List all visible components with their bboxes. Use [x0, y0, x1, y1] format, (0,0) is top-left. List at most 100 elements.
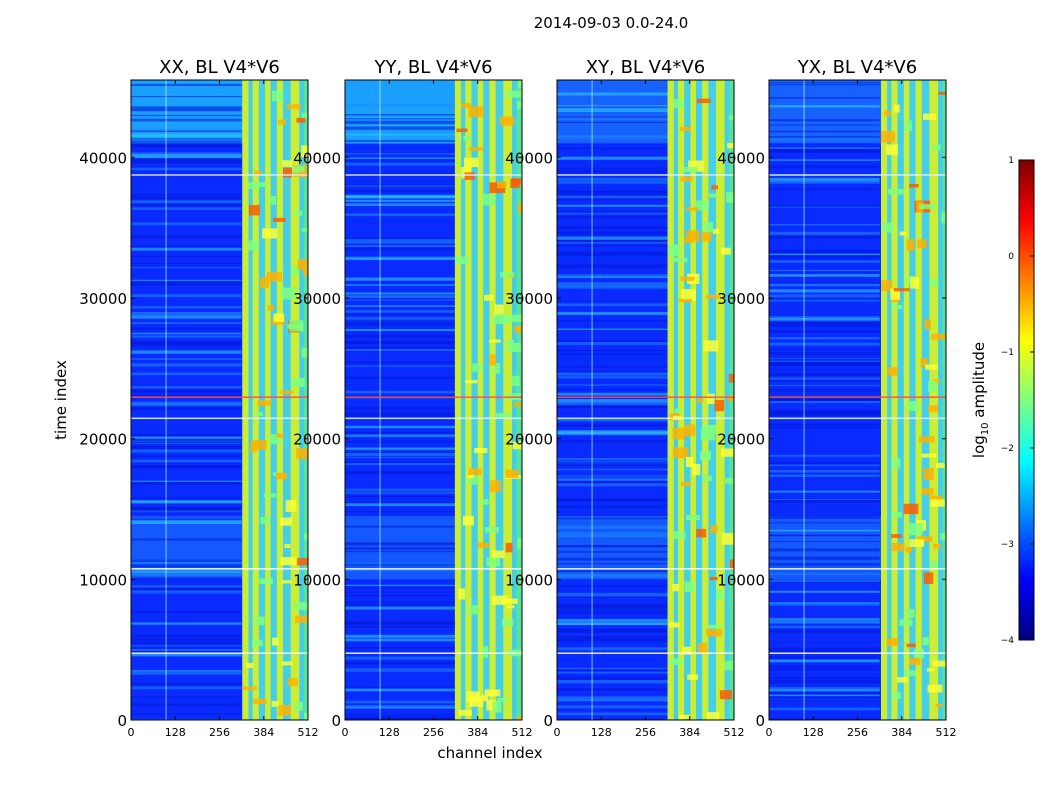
y-tick-label: 0 — [117, 712, 127, 730]
heatmap-row — [769, 529, 880, 532]
rfi-stripe — [483, 80, 490, 720]
heatmap-row — [345, 495, 456, 498]
rfi-block — [296, 448, 308, 460]
heatmap-row — [345, 638, 456, 642]
heatmap-row — [769, 316, 880, 319]
rfi-block — [940, 532, 946, 541]
heatmap-row — [345, 714, 456, 716]
y-tick-label: 30000 — [505, 290, 553, 308]
heatmap-row — [345, 656, 456, 660]
heatmap-row — [131, 559, 242, 562]
heatmap-row — [131, 434, 242, 437]
colorbar-tick-label: 0 — [1008, 252, 1014, 262]
heatmap-row — [131, 670, 242, 672]
heatmap-row — [769, 165, 880, 169]
heatmap-row — [345, 606, 456, 610]
rfi-event — [131, 174, 308, 176]
x-tick-label: 0 — [342, 726, 349, 739]
rfi-stripe — [454, 80, 462, 720]
rfi-block — [458, 588, 466, 600]
rfi-block — [304, 712, 308, 720]
heatmap-row — [131, 108, 242, 112]
rfi-block — [303, 267, 308, 277]
heatmap-row — [345, 425, 456, 429]
heatmap-row — [769, 255, 880, 259]
heatmap-row — [557, 532, 668, 535]
heatmap-row — [557, 226, 668, 229]
heatmap-panel: XX, BL V4*V6 0 128 256 384 512 0 10000 20000 3000… — [79, 57, 318, 739]
heatmap-row — [345, 542, 456, 545]
rfi-block — [680, 176, 693, 182]
rfi-block — [263, 493, 277, 498]
heatmap-row — [769, 409, 880, 413]
heatmap-row — [345, 194, 456, 198]
heatmap-row — [557, 204, 668, 207]
rfi-block — [255, 616, 265, 626]
heatmap-row — [557, 401, 668, 403]
rfi-block — [729, 559, 734, 570]
heatmap-row — [769, 150, 880, 153]
heatmap-row — [131, 439, 242, 444]
y-tick-label: 40000 — [79, 149, 127, 167]
heatmap-row — [131, 650, 242, 652]
rfi-block — [286, 104, 301, 109]
heatmap-row — [345, 688, 456, 692]
heatmap-row — [131, 436, 242, 439]
heatmap-row — [557, 696, 668, 698]
heatmap-row — [345, 199, 456, 202]
heatmap-row — [131, 449, 242, 453]
heatmap-row — [769, 105, 880, 108]
rfi-block — [285, 499, 297, 512]
rfi-block — [301, 145, 308, 158]
heatmap-row — [345, 431, 456, 435]
heatmap-row — [769, 299, 880, 302]
heatmap-row — [557, 135, 668, 139]
rfi-block — [687, 674, 698, 680]
heatmap-row — [131, 445, 242, 450]
heatmap-row — [131, 682, 242, 685]
heatmap-row — [345, 313, 456, 316]
heatmap-row — [345, 157, 456, 160]
rfi-block — [887, 367, 898, 376]
heatmap-row — [131, 358, 242, 360]
rfi-block — [260, 516, 271, 524]
rfi-block — [906, 643, 916, 648]
heatmap-row — [557, 236, 668, 240]
rfi-block — [469, 696, 484, 707]
heatmap-row — [557, 505, 668, 508]
heatmap-row — [769, 579, 880, 583]
heatmap-panel: XY, BL V4*V6 0 128 256 384 512 0 10000 20000 3000… — [505, 57, 744, 739]
heatmap-row — [557, 475, 668, 477]
rfi-block — [491, 550, 505, 559]
heatmap-row — [769, 668, 880, 670]
heatmap-row — [345, 118, 456, 120]
heatmap-row — [345, 237, 456, 241]
heatmap-row — [345, 153, 456, 155]
heatmap-row — [345, 128, 456, 132]
rfi-block — [673, 531, 686, 540]
heatmap-row — [769, 372, 880, 377]
heatmap-row — [769, 177, 880, 182]
heatmap-row — [769, 617, 880, 621]
rfi-block — [281, 287, 297, 300]
rfi-event — [131, 568, 308, 570]
heatmap-row — [345, 172, 456, 174]
rfi-block — [893, 288, 910, 292]
heatmap-row — [557, 545, 668, 548]
heatmap-row — [345, 706, 456, 709]
rfi-block — [673, 99, 684, 109]
heatmap-row — [131, 569, 242, 572]
heatmap-row — [557, 370, 668, 372]
heatmap-row — [557, 477, 668, 479]
heatmap-row — [131, 282, 242, 286]
heatmap-row — [345, 277, 456, 281]
rfi-block — [706, 712, 720, 720]
rfi-block — [482, 694, 489, 702]
rfi-block — [287, 324, 303, 329]
heatmap-row — [131, 203, 242, 206]
rfi-block — [891, 543, 905, 552]
rfi-block — [907, 523, 923, 536]
heatmap-row — [345, 456, 456, 458]
rfi-stripe — [265, 80, 271, 720]
heatmap-row — [131, 622, 242, 625]
